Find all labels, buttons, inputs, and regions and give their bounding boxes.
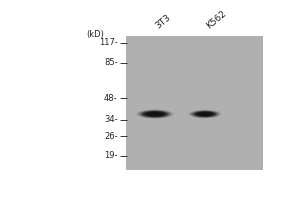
Text: 117-: 117- [99,38,118,47]
Ellipse shape [196,112,214,116]
Text: 19-: 19- [104,151,118,160]
Ellipse shape [191,110,219,118]
Ellipse shape [189,110,221,118]
Ellipse shape [142,111,168,117]
Text: K562: K562 [205,9,228,31]
Text: 34-: 34- [104,115,118,124]
Ellipse shape [145,112,165,117]
Text: (kD): (kD) [87,30,105,39]
Text: 3T3: 3T3 [154,13,172,31]
Bar [126,36,263,170]
Text: 85-: 85- [104,58,118,67]
Ellipse shape [198,112,212,116]
Ellipse shape [194,111,216,117]
Ellipse shape [148,112,162,116]
Text: 26-: 26- [104,132,118,141]
Ellipse shape [136,109,173,119]
Text: 48-: 48- [104,94,118,103]
Ellipse shape [139,110,171,118]
